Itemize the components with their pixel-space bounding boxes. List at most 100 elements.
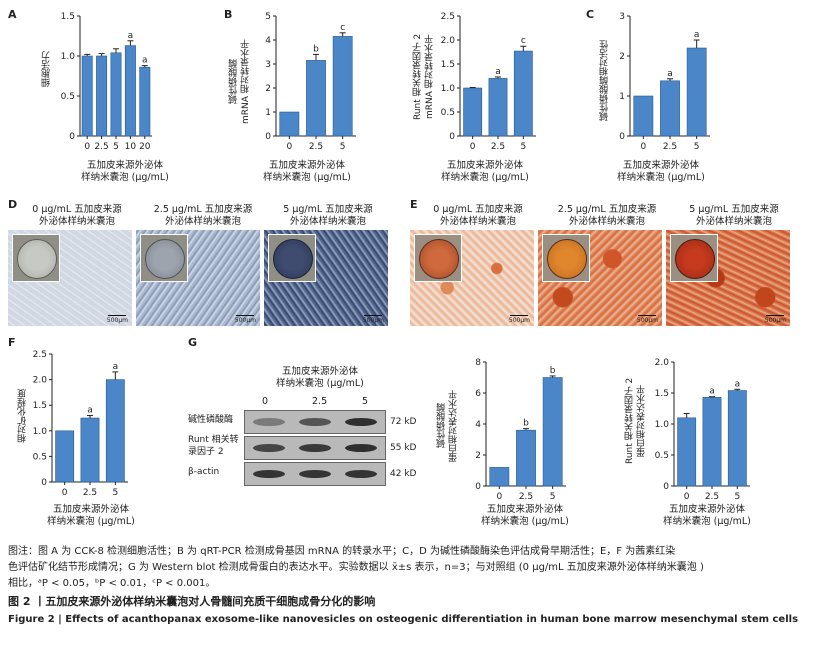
chart-g1-ytick-label: 6 xyxy=(475,389,481,399)
panel-letter-g: G xyxy=(188,336,198,349)
chart-g2-ytick-label: 2.0 xyxy=(655,358,670,368)
chart-b2-bar xyxy=(513,50,533,137)
chart-b1-bar xyxy=(332,36,353,137)
panel-letter-d: D xyxy=(8,198,18,211)
chart-f-ytick-label: 1.5 xyxy=(33,401,47,411)
chart-c-xlabel-line1: 五加皮来源外泌体 xyxy=(622,160,699,171)
scale-bar-line-d0 xyxy=(108,315,126,316)
chart-g2-bar xyxy=(727,390,747,487)
chart-f: 0 0.5 1.0 1.5 2.0 2.5 0 a 2.5 a 5 xyxy=(33,350,128,496)
chart-a-bar xyxy=(139,66,151,137)
chart-b2-ytick-label: 2.0 xyxy=(441,36,456,46)
ars-stain-image-0: 500μm xyxy=(410,230,534,326)
well-inset-0 xyxy=(12,234,60,282)
chart-g2-sig-label: a xyxy=(709,387,715,397)
chart-c-ytick-label: 0 xyxy=(619,132,625,142)
chart-g1-sig-label: b xyxy=(523,419,529,429)
chart-b2-ylabel-line1: Runt 相关转录因子 2 xyxy=(413,33,423,120)
chart-b1-bar xyxy=(306,60,326,137)
chart-g2-ylabel-line2: 蛋白相对表达水平 xyxy=(637,385,647,457)
figure-title-cn: 图 2 丨五加皮来源外泌体样纳米囊泡对人骨髓间充质干细胞成骨分化的影响 xyxy=(8,595,376,608)
chart-b2-xlabel-line2: 样纳米囊泡 (μg/mL) xyxy=(441,172,529,183)
chart-b2-xlabel-line1: 五加皮来源外泌体 xyxy=(446,160,523,171)
chart-g1-bar xyxy=(516,429,536,487)
well-inset-e0 xyxy=(414,234,462,282)
panel-e-label-2: 5 μg/mL 五加皮来源 外泌体样纳米囊泡 xyxy=(674,204,794,228)
chart-f-ytick-label: 0 xyxy=(41,478,47,488)
chart-f-xtick-label: 5 xyxy=(112,488,118,496)
chart-g2-ytick-label: 0.5 xyxy=(655,451,669,461)
chart-f-xlabel-line1: 五加皮来源外泌体 xyxy=(52,504,129,515)
chart-a-ytick-label: 1.5 xyxy=(61,12,75,22)
chart-c: 0 1 2 3 0 a 2.5 a 5 xyxy=(619,12,710,152)
chart-a-xlabel: 五加皮来源外泌体 样纳米囊泡 (μg/mL) xyxy=(70,160,180,184)
blot-band-1-1 xyxy=(299,444,331,452)
chart-a-bar xyxy=(124,45,136,137)
chart-c-xtick-label: 5 xyxy=(694,142,700,152)
chart-b1-xtick-label: 2.5 xyxy=(309,142,323,152)
chart-b1-ylabel: 碱性磷酸酶 mRNA 相对转录水平 xyxy=(228,24,252,139)
chart-a-xtick-label: 10 xyxy=(125,142,137,152)
chart-g2-bar xyxy=(702,397,722,487)
blot-row-0 xyxy=(244,410,386,434)
chart-a-ytick-label: 0 xyxy=(69,132,75,142)
chart-g1-ytick-label: 8 xyxy=(475,358,481,368)
panel-d-label-1-line2: 外泌体样纳米囊泡 xyxy=(164,216,241,227)
chart-b2-bar xyxy=(488,78,508,137)
chart-f-xtick-label: 2.5 xyxy=(83,488,97,496)
chart-c-bar xyxy=(660,80,680,137)
panel-d-label-2: 5 μg/mL 五加皮来源 外泌体样纳米囊泡 xyxy=(268,204,388,228)
chart-b2-ytick-label: 1.0 xyxy=(441,84,456,94)
chart-g1-bar xyxy=(542,377,563,487)
chart-b1-ylabel-line1: 碱性磷酸酶 xyxy=(229,59,239,104)
chart-b1-xlabel-line1: 五加皮来源外泌体 xyxy=(268,160,345,171)
chart-a-xlabel-line2: 样纳米囊泡 (μg/mL) xyxy=(81,172,169,183)
figure-note: 图注：图 A 为 CCK-8 检测细胞活性；B 为 qRT-PCR 检测成骨基因… xyxy=(8,544,828,592)
chart-g2-ytick-label: 0 xyxy=(663,482,669,492)
chart-g2-bar xyxy=(677,417,697,487)
chart-c-xtick-label: 2.5 xyxy=(663,142,677,152)
chart-g2-xlabel-line2: 样纳米囊泡 (μg/mL) xyxy=(663,516,751,527)
chart-b2-ylabel: Runt 相关转录因子 2 mRNA 相对转录水平 xyxy=(412,14,436,139)
panel-d-label-0-line1: 0 μg/mL 五加皮来源 xyxy=(32,204,122,215)
panel-d-label-1-line1: 2.5 μg/mL 五加皮来源 xyxy=(153,204,253,215)
blot-lane-1: 2.5 xyxy=(312,396,328,407)
panel-d-label-0-line2: 外泌体样纳米囊泡 xyxy=(38,216,115,227)
figure-title-en: Figure 2 | Effects of acanthopanax exoso… xyxy=(8,614,799,625)
chart-g2-xtick-label: 5 xyxy=(734,492,740,499)
blot-row-0-label: 碱性磷酸酶 xyxy=(188,414,233,426)
chart-a-xtick-label: 20 xyxy=(139,142,151,152)
chart-c-bar xyxy=(633,95,654,137)
well-inset-2 xyxy=(268,234,316,282)
chart-g2-xlabel-line1: 五加皮来源外泌体 xyxy=(668,504,745,515)
chart-b2-xtick-label: 2.5 xyxy=(491,142,505,152)
chart-b2-xlabel: 五加皮来源外泌体 样纳米囊泡 (μg/mL) xyxy=(430,160,540,184)
chart-b1-ytick-label: 0 xyxy=(265,132,271,142)
chart-g1-ylabel-line1: 碱性磷酸酶 xyxy=(437,403,447,449)
scale-bar-line-d2 xyxy=(364,315,382,316)
chart-a-sig-label: a xyxy=(142,56,148,66)
chart-c-ytick-label: 3 xyxy=(619,12,625,22)
chart-b1-sig-label: c xyxy=(340,23,345,33)
chart-b2-ytick-label: 0.5 xyxy=(441,108,455,118)
blot-lane-0: 0 xyxy=(262,396,269,407)
chart-a-bar xyxy=(96,55,108,137)
chart-b1-ytick-label: 4 xyxy=(265,36,271,46)
panel-e-label-0: 0 μg/mL 五加皮来源 外泌体样纳米囊泡 xyxy=(418,204,538,228)
chart-g2-ytick-label: 1.0 xyxy=(655,420,670,430)
chart-g2-ytick-label: 1.5 xyxy=(655,389,669,399)
chart-f-ytick-label: 0.5 xyxy=(33,452,47,462)
panel-e-label-0-line2: 外泌体样纳米囊泡 xyxy=(439,216,516,227)
chart-f-bar xyxy=(55,430,75,483)
chart-b1-xlabel: 五加皮来源外泌体 样纳米囊泡 (μg/mL) xyxy=(252,160,362,184)
panel-letter-a: A xyxy=(8,8,17,21)
scale-bar-line-e0 xyxy=(510,315,528,316)
chart-f-sig-label: a xyxy=(87,405,93,415)
scale-bar-label-e0: 500μm xyxy=(508,317,530,324)
blot-row-1-label-line1: Runt 相关转 xyxy=(188,435,239,445)
chart-c-xlabel: 五加皮来源外泌体 样纳米囊泡 (μg/mL) xyxy=(606,160,716,184)
blot-row-2-label-line1: β-actin xyxy=(188,467,220,477)
chart-g1-xlabel-line1: 五加皮来源外泌体 xyxy=(486,504,563,515)
blot-band-2-1 xyxy=(299,470,331,478)
scale-bar-label-e1: 500μm xyxy=(636,317,658,324)
